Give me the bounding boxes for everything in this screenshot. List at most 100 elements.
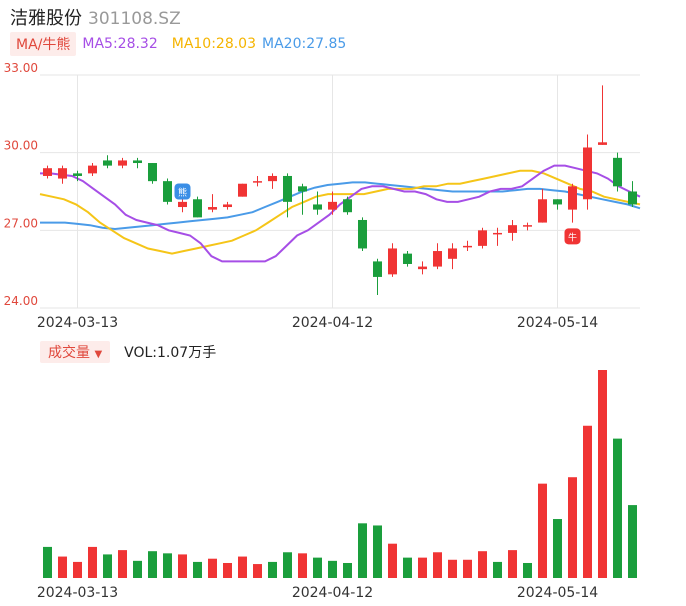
candle-body [328, 201, 337, 210]
volume-bar [283, 552, 292, 578]
y-tick-label: 27.00 [4, 216, 38, 230]
x-tick-label: 2024-05-14 [517, 315, 598, 330]
ma10-value: MA10:28.03 [171, 36, 257, 52]
candle-body [58, 168, 67, 179]
candle-body [373, 261, 382, 277]
candle-body [238, 183, 247, 197]
volume-bar [88, 546, 97, 578]
volume-bar [493, 561, 502, 578]
ma5-value: MA5:28.32 [82, 36, 158, 52]
candle-body [628, 191, 637, 205]
y-tick-label: 30.00 [4, 139, 38, 153]
volume-bar [373, 525, 382, 578]
volume-bar [238, 556, 247, 578]
volume-bar [73, 561, 82, 578]
volume-legend: 成交量 ▼ VOL:1.07万手 [40, 341, 216, 363]
ma-legend: MA/牛熊 MA5:28.32 MA10:28.03 MA20:27.85 [10, 32, 346, 56]
volume-bar [43, 546, 52, 578]
x-tick-label: 2024-03-13 [37, 315, 118, 330]
volume-bar [178, 554, 187, 578]
candle-body [568, 186, 577, 210]
ma20-line [40, 181, 641, 231]
stock-name: 洁雅股份 [10, 8, 82, 29]
candle-body [313, 204, 322, 210]
volume-bar [583, 425, 592, 578]
candle-body [163, 181, 172, 202]
candle-body [448, 248, 457, 259]
volume-bar [613, 438, 622, 578]
volume-bar [163, 553, 172, 578]
candle-body [118, 160, 127, 166]
candle-body [538, 199, 547, 223]
candle-body [208, 207, 217, 210]
volume-bar [343, 562, 352, 578]
candle-body [418, 266, 427, 270]
candle-body [463, 245, 472, 248]
volume-x-tick-label: 2024-04-12 [292, 585, 373, 601]
candle-body [523, 225, 532, 227]
candle-body [178, 201, 187, 208]
candle-body [598, 142, 607, 145]
candle-body [508, 225, 517, 233]
candle-body [613, 157, 622, 187]
bear-marker-icon [174, 183, 191, 200]
volume-indicator-label: 成交量 [48, 345, 90, 361]
candle-body [343, 199, 352, 213]
y-tick-label: 33.00 [4, 61, 38, 75]
stock-code: 301108.SZ [88, 9, 181, 29]
candle-body [253, 181, 262, 183]
volume-bar [628, 505, 637, 578]
volume-bar [268, 561, 277, 578]
candle-body [553, 199, 562, 205]
bull-marker-icon [564, 228, 581, 245]
ma-indicator-selector[interactable]: MA/牛熊 [10, 32, 77, 56]
volume-bar [133, 560, 142, 578]
volume-bar [508, 550, 517, 578]
volume-bar [298, 553, 307, 578]
stock-title: 洁雅股份 301108.SZ [10, 4, 181, 30]
volume-bar [223, 562, 232, 578]
volume-bar [538, 483, 547, 578]
candle-body [358, 219, 367, 249]
volume-bar [208, 558, 217, 578]
volume-x-tick-label: 2024-05-14 [517, 585, 598, 601]
candle-body [88, 165, 97, 174]
volume-bar [313, 557, 322, 578]
candle-body [223, 204, 232, 208]
volume-bar [118, 550, 127, 578]
ma20-value: MA20:27.85 [262, 36, 347, 52]
volume-bar [463, 559, 472, 578]
volume-bar [148, 551, 157, 578]
candle-body [583, 147, 592, 200]
volume-bar [478, 551, 487, 578]
volume-bar [388, 543, 397, 578]
volume-bar [103, 554, 112, 578]
candlestick-chart[interactable]: 33.00 30.00 27.00 24.00 熊牛 2024-03-13 2024-04-… [0, 0, 686, 330]
ma5-line [40, 164, 641, 263]
candle-body [133, 160, 142, 164]
candle-body [103, 160, 112, 166]
bear-marker-label: 熊 [178, 187, 187, 199]
volume-bar [58, 556, 67, 578]
candle-body [433, 251, 442, 267]
x-tick-label: 2024-04-12 [292, 315, 373, 330]
volume-bar [403, 557, 412, 578]
volume-bar [358, 523, 367, 578]
volume-value: VOL:1.07万手 [124, 345, 217, 361]
volume-bar [523, 562, 532, 578]
volume-bar [253, 564, 262, 578]
candle-body [298, 186, 307, 192]
candle-body [43, 168, 52, 176]
candle-body [388, 248, 397, 275]
bull-marker-label: 牛 [568, 231, 577, 243]
volume-indicator-selector[interactable]: 成交量 ▼ [40, 341, 111, 363]
volume-bar [553, 519, 562, 578]
volume-bar [328, 560, 337, 578]
candle-body [283, 175, 292, 202]
volume-bar [193, 561, 202, 578]
dropdown-arrow-icon: ▼ [94, 349, 103, 360]
candle-body [148, 163, 157, 182]
volume-bar [598, 370, 607, 578]
candle-body [403, 253, 412, 264]
candle-body [493, 232, 502, 235]
